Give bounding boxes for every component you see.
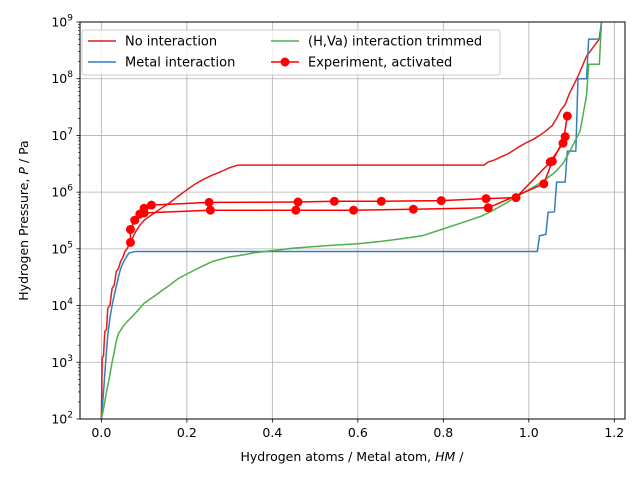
plot-frame xyxy=(79,21,626,420)
y-axis-label: Hydrogen Pressure, P / Pa xyxy=(16,140,31,300)
data-point xyxy=(329,196,339,206)
y-axis: 102 103 104 105 106 107 108 109 xyxy=(51,14,80,427)
x-tick-label: 1.0 xyxy=(519,425,539,440)
x-tick-label: 0.8 xyxy=(433,425,453,440)
legend-item-no-interaction: No interaction xyxy=(88,35,217,50)
data-point xyxy=(146,200,156,210)
y-tick-label: 109 xyxy=(51,14,73,30)
data-point xyxy=(204,197,214,207)
legend-label: Metal interaction xyxy=(125,56,235,71)
data-point xyxy=(291,205,301,215)
x-axis: 0.0 0.2 0.4 0.6 0.8 1.0 1.2 xyxy=(91,419,624,440)
data-point xyxy=(125,224,135,234)
legend-label: No interaction xyxy=(125,35,217,50)
plot-area xyxy=(80,22,625,419)
data-point xyxy=(205,205,215,215)
data-point xyxy=(130,215,140,225)
data-point xyxy=(481,194,491,204)
legend-item-metal-interaction: Metal interaction xyxy=(88,56,235,71)
x-tick-label: 1.2 xyxy=(604,425,624,440)
series-line-metal-interaction xyxy=(100,22,603,419)
y-tick-label: 105 xyxy=(51,240,73,256)
data-point xyxy=(560,132,570,142)
data-point xyxy=(547,156,557,166)
data-point xyxy=(376,196,386,206)
series-experiment-activated xyxy=(125,111,572,247)
x-tick-label: 0.0 xyxy=(91,425,111,440)
data-point xyxy=(562,111,572,121)
legend: No interaction Metal interaction (H,Va) in… xyxy=(81,29,501,76)
legend-marker xyxy=(280,57,290,67)
x-tick-label: 0.6 xyxy=(348,425,368,440)
data-point xyxy=(293,197,303,207)
data-point xyxy=(408,204,418,214)
legend-item-h-va-interaction-trimmed: (H,Va) interaction trimmed xyxy=(271,35,482,50)
y-tick-label: 103 xyxy=(51,354,73,370)
data-point xyxy=(125,237,135,247)
data-point xyxy=(483,203,493,213)
legend-label: (H,Va) interaction trimmed xyxy=(308,35,482,50)
y-tick-label: 102 xyxy=(51,411,73,427)
series-no-interaction xyxy=(100,22,603,419)
legend-label: Experiment, activated xyxy=(308,56,452,71)
legend-item-experiment-activated: Experiment, activated xyxy=(271,56,452,71)
data-point xyxy=(349,205,359,215)
data-point xyxy=(436,196,446,206)
y-tick-label: 108 xyxy=(51,70,73,86)
x-tick-label: 0.2 xyxy=(177,425,197,440)
series-layer xyxy=(100,22,603,419)
legend-box xyxy=(81,29,501,76)
series-line-no-interaction xyxy=(100,22,603,419)
data-point xyxy=(139,208,149,218)
y-tick-label: 107 xyxy=(51,127,73,143)
x-axis-label: Hydrogen atoms / Metal atom, HM / xyxy=(240,449,464,464)
y-tick-label: 106 xyxy=(51,184,73,200)
data-point xyxy=(539,179,549,189)
x-tick-label: 0.4 xyxy=(262,425,282,440)
y-tick-label: 104 xyxy=(51,297,73,313)
series-metal-interaction xyxy=(100,22,603,419)
